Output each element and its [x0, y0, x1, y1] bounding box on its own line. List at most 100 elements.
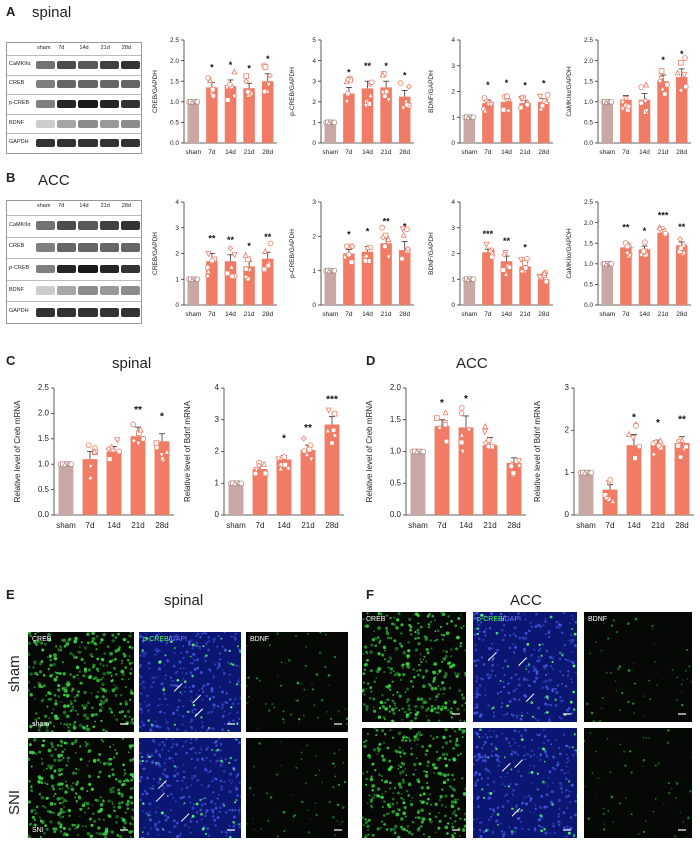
creb-cell: [96, 758, 100, 762]
creb-cell: [70, 690, 73, 693]
blot-band: [78, 264, 98, 274]
data-point: [470, 276, 477, 283]
nucleus: [228, 824, 231, 827]
creb-cell: [464, 649, 466, 652]
bdnf-cell: [252, 765, 255, 768]
nucleus: [236, 680, 240, 684]
nucleus: [534, 804, 537, 807]
pcreb-cell: [492, 706, 495, 709]
data-point: [385, 97, 392, 104]
nucleus: [475, 690, 479, 694]
creb-cell: [425, 801, 429, 805]
creb-cell: [421, 745, 424, 748]
creb-cell: [132, 772, 134, 776]
data-point: [405, 83, 412, 90]
pcreb-cell: [572, 835, 576, 838]
significance-mark: *: [542, 79, 546, 89]
nucleus: [145, 812, 148, 815]
creb-cell: [41, 743, 45, 748]
creb-cell: [94, 720, 97, 723]
micrograph-f-sni-bdnf: [584, 728, 692, 838]
nucleus: [566, 807, 569, 810]
creb-cell: [28, 632, 32, 635]
nucleus: [502, 638, 505, 642]
bar-7d: [620, 99, 632, 143]
panel-f-title: ACC: [510, 592, 542, 609]
pcreb-cell: [479, 728, 482, 732]
nucleus: [524, 636, 528, 640]
creb-cell: [104, 835, 108, 838]
creb-cell: [106, 671, 110, 675]
bdnf-cell: [667, 782, 670, 785]
data-point: [194, 99, 201, 105]
creb-cell: [420, 697, 424, 701]
creb-cell: [131, 758, 134, 762]
bdnf-cell: [294, 634, 298, 638]
creb-cell: [440, 612, 443, 614]
nucleus: [211, 815, 215, 818]
nucleus: [182, 745, 185, 748]
creb-cell: [385, 828, 389, 831]
nucleus: [210, 800, 214, 804]
creb-cell: [97, 832, 101, 836]
bdnf-cell: [655, 672, 657, 674]
nucleus: [181, 714, 185, 718]
creb-cell: [366, 820, 369, 823]
blot-band: [78, 307, 98, 317]
creb-cell: [429, 620, 432, 624]
nucleus: [150, 754, 154, 757]
creb-cell: [451, 825, 455, 829]
bdnf-cell: [675, 781, 677, 784]
x-tick-label: 21d: [651, 521, 664, 530]
data-point: [367, 91, 374, 99]
x-tick-label: 21d: [131, 521, 144, 530]
creb-cell: [56, 716, 60, 721]
nucleus: [212, 810, 215, 813]
nucleus: [552, 822, 554, 825]
bdnf-cell: [687, 816, 690, 819]
pcreb-cell: [218, 738, 221, 740]
creb-cell: [397, 782, 402, 786]
nucleus: [575, 752, 577, 756]
nucleus: [202, 725, 204, 727]
creb-cell: [446, 778, 450, 782]
creb-cell: [383, 733, 387, 736]
nucleus: [552, 824, 556, 828]
bdnf-cell: [602, 828, 606, 831]
bdnf-cell: [584, 739, 586, 743]
bdnf-cell: [607, 810, 610, 812]
creb-cell: [366, 652, 369, 655]
nucleus: [161, 741, 164, 744]
nucleus: [206, 745, 210, 749]
creb-cell: [382, 716, 386, 719]
nucleus: [191, 656, 194, 659]
creb-cell: [407, 649, 411, 653]
nucleus: [182, 644, 185, 648]
creb-cell: [409, 719, 414, 722]
creb-cell: [74, 792, 78, 795]
y-tick-label: 1: [312, 268, 316, 275]
nucleus: [168, 756, 172, 760]
nucleus: [539, 758, 542, 762]
creb-cell: [393, 831, 397, 835]
bar-21d: [657, 81, 669, 143]
bar-sham: [324, 270, 337, 305]
nucleus: [503, 685, 506, 688]
nucleus: [157, 753, 161, 757]
creb-cell: [405, 700, 409, 704]
creb-cell: [56, 671, 59, 675]
nucleus: [205, 643, 208, 646]
nucleus: [551, 668, 554, 670]
nucleus: [178, 833, 182, 837]
nucleus: [515, 804, 518, 807]
blot-lane-sham: sham: [37, 45, 51, 51]
creb-cell: [455, 647, 459, 651]
blot-band: [36, 243, 56, 252]
creb-cell: [91, 636, 96, 641]
nucleus: [555, 625, 558, 629]
x-tick-label: sham: [461, 149, 477, 156]
creb-cell: [427, 719, 431, 722]
nucleus: [473, 659, 477, 663]
creb-cell: [387, 684, 391, 689]
creb-cell: [89, 834, 94, 838]
